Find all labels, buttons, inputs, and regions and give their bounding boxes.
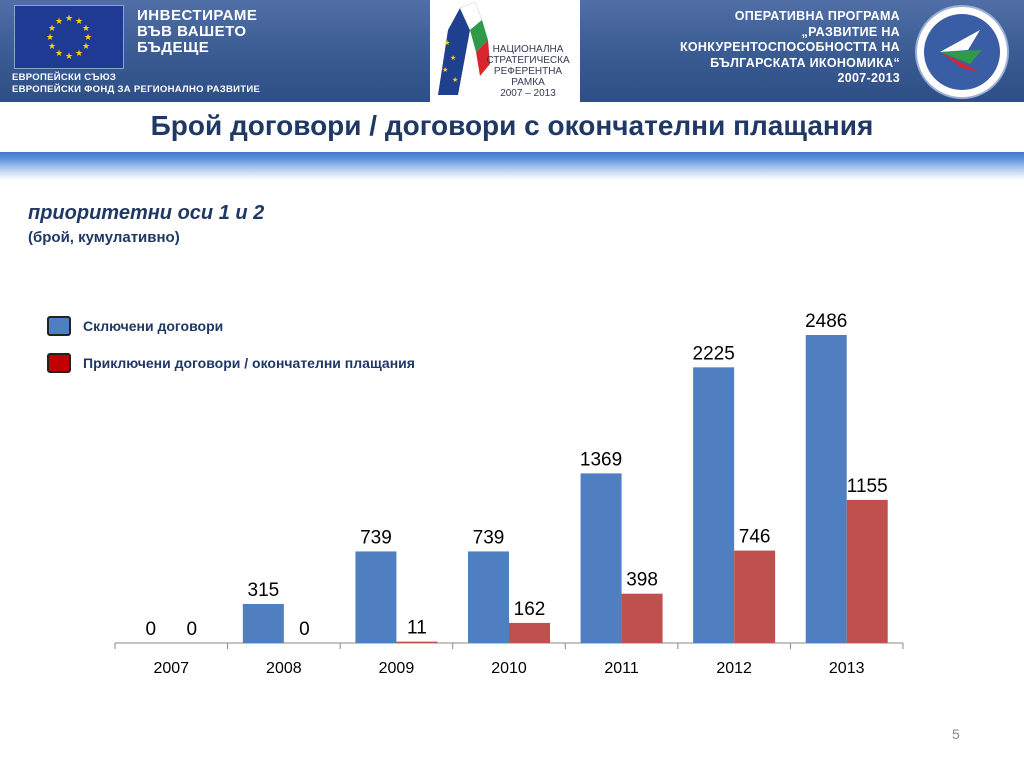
svg-text:★: ★ (452, 76, 458, 84)
decorative-stripe (0, 152, 1024, 180)
bar-concluded-contracts (242, 603, 284, 643)
data-label: 1155 (847, 476, 888, 497)
svg-text:★: ★ (442, 66, 448, 74)
data-label: 739 (360, 527, 392, 548)
x-tick-label: 2009 (379, 660, 415, 677)
data-label: 11 (407, 618, 427, 639)
bar-completed-contracts (396, 641, 438, 643)
bar-concluded-contracts (805, 335, 847, 643)
legend-item-series1: Сключени договори (47, 316, 223, 336)
chart-subtitle: приоритетни оси 1 и 2 (28, 202, 265, 224)
data-label: 746 (739, 527, 771, 548)
data-label: 0 (299, 619, 310, 640)
svg-text:★: ★ (48, 41, 56, 51)
nsrf-logo: ★ ★ ★ ★ НАЦИОНАЛНА СТРАТЕГИЧЕСКА РЕФЕРЕНТНА… (430, 0, 580, 102)
header-banner: ★ ★ ★ ★ ★ ★ ★ ★ ★ ★ ★ ★ ИНВЕСТИРАМЕ ВЪВ … (0, 0, 1024, 102)
data-label: 162 (514, 599, 546, 620)
legend-swatch-red (47, 353, 71, 373)
x-tick-label: 2007 (153, 660, 189, 677)
eu-fund-label: ЕВРОПЕЙСКИ СЪЮЗ ЕВРОПЕЙСКИ ФОНД ЗА РЕГИО… (12, 72, 261, 95)
op-title: ОПЕРАТИВНА ПРОГРАМА „РАЗВИТИЕ НА КОНКУРЕ… (679, 9, 900, 85)
eu-flag-icon: ★ ★ ★ ★ ★ ★ ★ ★ ★ ★ ★ ★ (14, 5, 124, 69)
bar-completed-contracts (734, 550, 776, 643)
bar-concluded-contracts (580, 473, 622, 643)
legend-swatch-blue (47, 316, 71, 336)
competitive-bulgaria-logo-icon (915, 5, 1009, 99)
bar-completed-contracts (621, 593, 663, 643)
nsrf-text: НАЦИОНАЛНА СТРАТЕГИЧЕСКА РЕФЕРЕНТНА РАМК… (486, 44, 570, 99)
svg-text:★: ★ (46, 32, 54, 42)
chart-subtitle-units: (брой, кумулативно) (28, 229, 180, 246)
bar-concluded-contracts (468, 551, 509, 643)
data-label: 2225 (693, 343, 735, 364)
svg-text:★: ★ (48, 23, 56, 33)
x-tick-label: 2013 (829, 660, 865, 677)
svg-text:★: ★ (82, 23, 90, 33)
x-tick-label: 2012 (716, 660, 752, 677)
data-label: 739 (473, 527, 505, 548)
bar-concluded-contracts (355, 551, 397, 643)
svg-text:★: ★ (450, 54, 456, 62)
svg-text:★: ★ (65, 51, 73, 61)
data-label: 2486 (805, 311, 847, 332)
data-label: 1369 (580, 449, 622, 470)
svg-text:★: ★ (444, 39, 450, 47)
svg-text:★: ★ (75, 16, 83, 26)
bar-concluded-contracts (693, 367, 735, 643)
bar-completed-contracts (509, 622, 550, 643)
bar-completed-contracts (846, 499, 888, 643)
legend-label: Сключени договори (83, 318, 224, 334)
svg-text:★: ★ (84, 32, 92, 42)
x-tick-label: 2010 (491, 660, 527, 677)
svg-text:★: ★ (75, 48, 83, 58)
eu-slogan: ИНВЕСТИРАМЕ ВЪВ ВАШЕТО БЪДЕЩЕ (137, 7, 258, 56)
page-number: 5 (952, 726, 960, 742)
x-tick-label: 2011 (604, 660, 639, 677)
data-label: 315 (248, 580, 280, 601)
data-label: 398 (626, 570, 658, 591)
x-tick-label: 2008 (266, 660, 302, 677)
svg-text:★: ★ (65, 13, 73, 23)
data-label: 0 (145, 619, 156, 640)
svg-text:★: ★ (55, 48, 63, 58)
legend-item-series2: Приключени договори / окончателни плащан… (47, 353, 415, 373)
svg-text:★: ★ (82, 41, 90, 51)
nsrf-emblem-icon: ★★★★ (438, 1, 490, 95)
legend-label: Приключени договори / окончателни плащан… (83, 355, 415, 371)
svg-text:★: ★ (55, 16, 63, 26)
page-title: Брой договори / договори с окончателни п… (150, 110, 874, 141)
data-label: 0 (186, 619, 197, 640)
